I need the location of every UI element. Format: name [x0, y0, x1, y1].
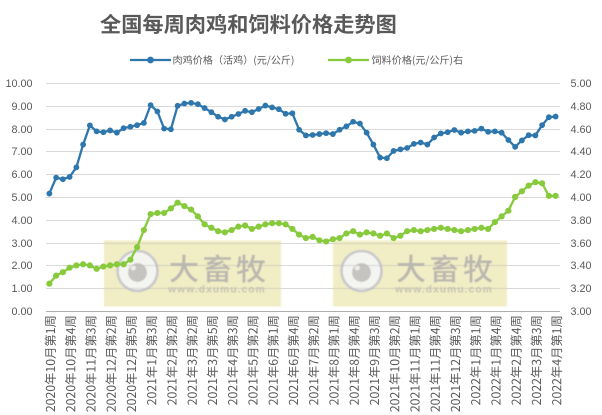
- svg-text:3.80: 3.80: [571, 215, 592, 227]
- svg-text:5.00: 5.00: [571, 78, 592, 90]
- svg-text:2.00: 2.00: [11, 260, 32, 272]
- svg-text:7.00: 7.00: [11, 146, 32, 158]
- svg-text:www.dxumu.com: www.dxumu.com: [394, 285, 493, 296]
- svg-text:6.00: 6.00: [11, 169, 32, 181]
- svg-text:4.00: 4.00: [571, 192, 592, 204]
- svg-text:0.00: 0.00: [11, 306, 32, 318]
- svg-text:4.60: 4.60: [571, 124, 592, 136]
- svg-text:4.00: 4.00: [11, 215, 32, 227]
- svg-text:3.40: 3.40: [571, 260, 592, 272]
- svg-text:www.dxumu.com: www.dxumu.com: [167, 285, 266, 296]
- svg-text:4.20: 4.20: [571, 169, 592, 181]
- svg-text:3.60: 3.60: [571, 238, 592, 250]
- svg-text:8.00: 8.00: [11, 124, 32, 136]
- svg-text:3.00: 3.00: [571, 306, 592, 318]
- svg-text:5.00: 5.00: [11, 192, 32, 204]
- svg-text:10.00: 10.00: [5, 78, 32, 90]
- svg-text:3.20: 3.20: [571, 283, 592, 295]
- svg-text:3.00: 3.00: [11, 238, 32, 250]
- svg-text:4.40: 4.40: [571, 146, 592, 158]
- svg-text:9.00: 9.00: [11, 101, 32, 113]
- svg-text:1.00: 1.00: [11, 283, 32, 295]
- svg-text:4.80: 4.80: [571, 101, 592, 113]
